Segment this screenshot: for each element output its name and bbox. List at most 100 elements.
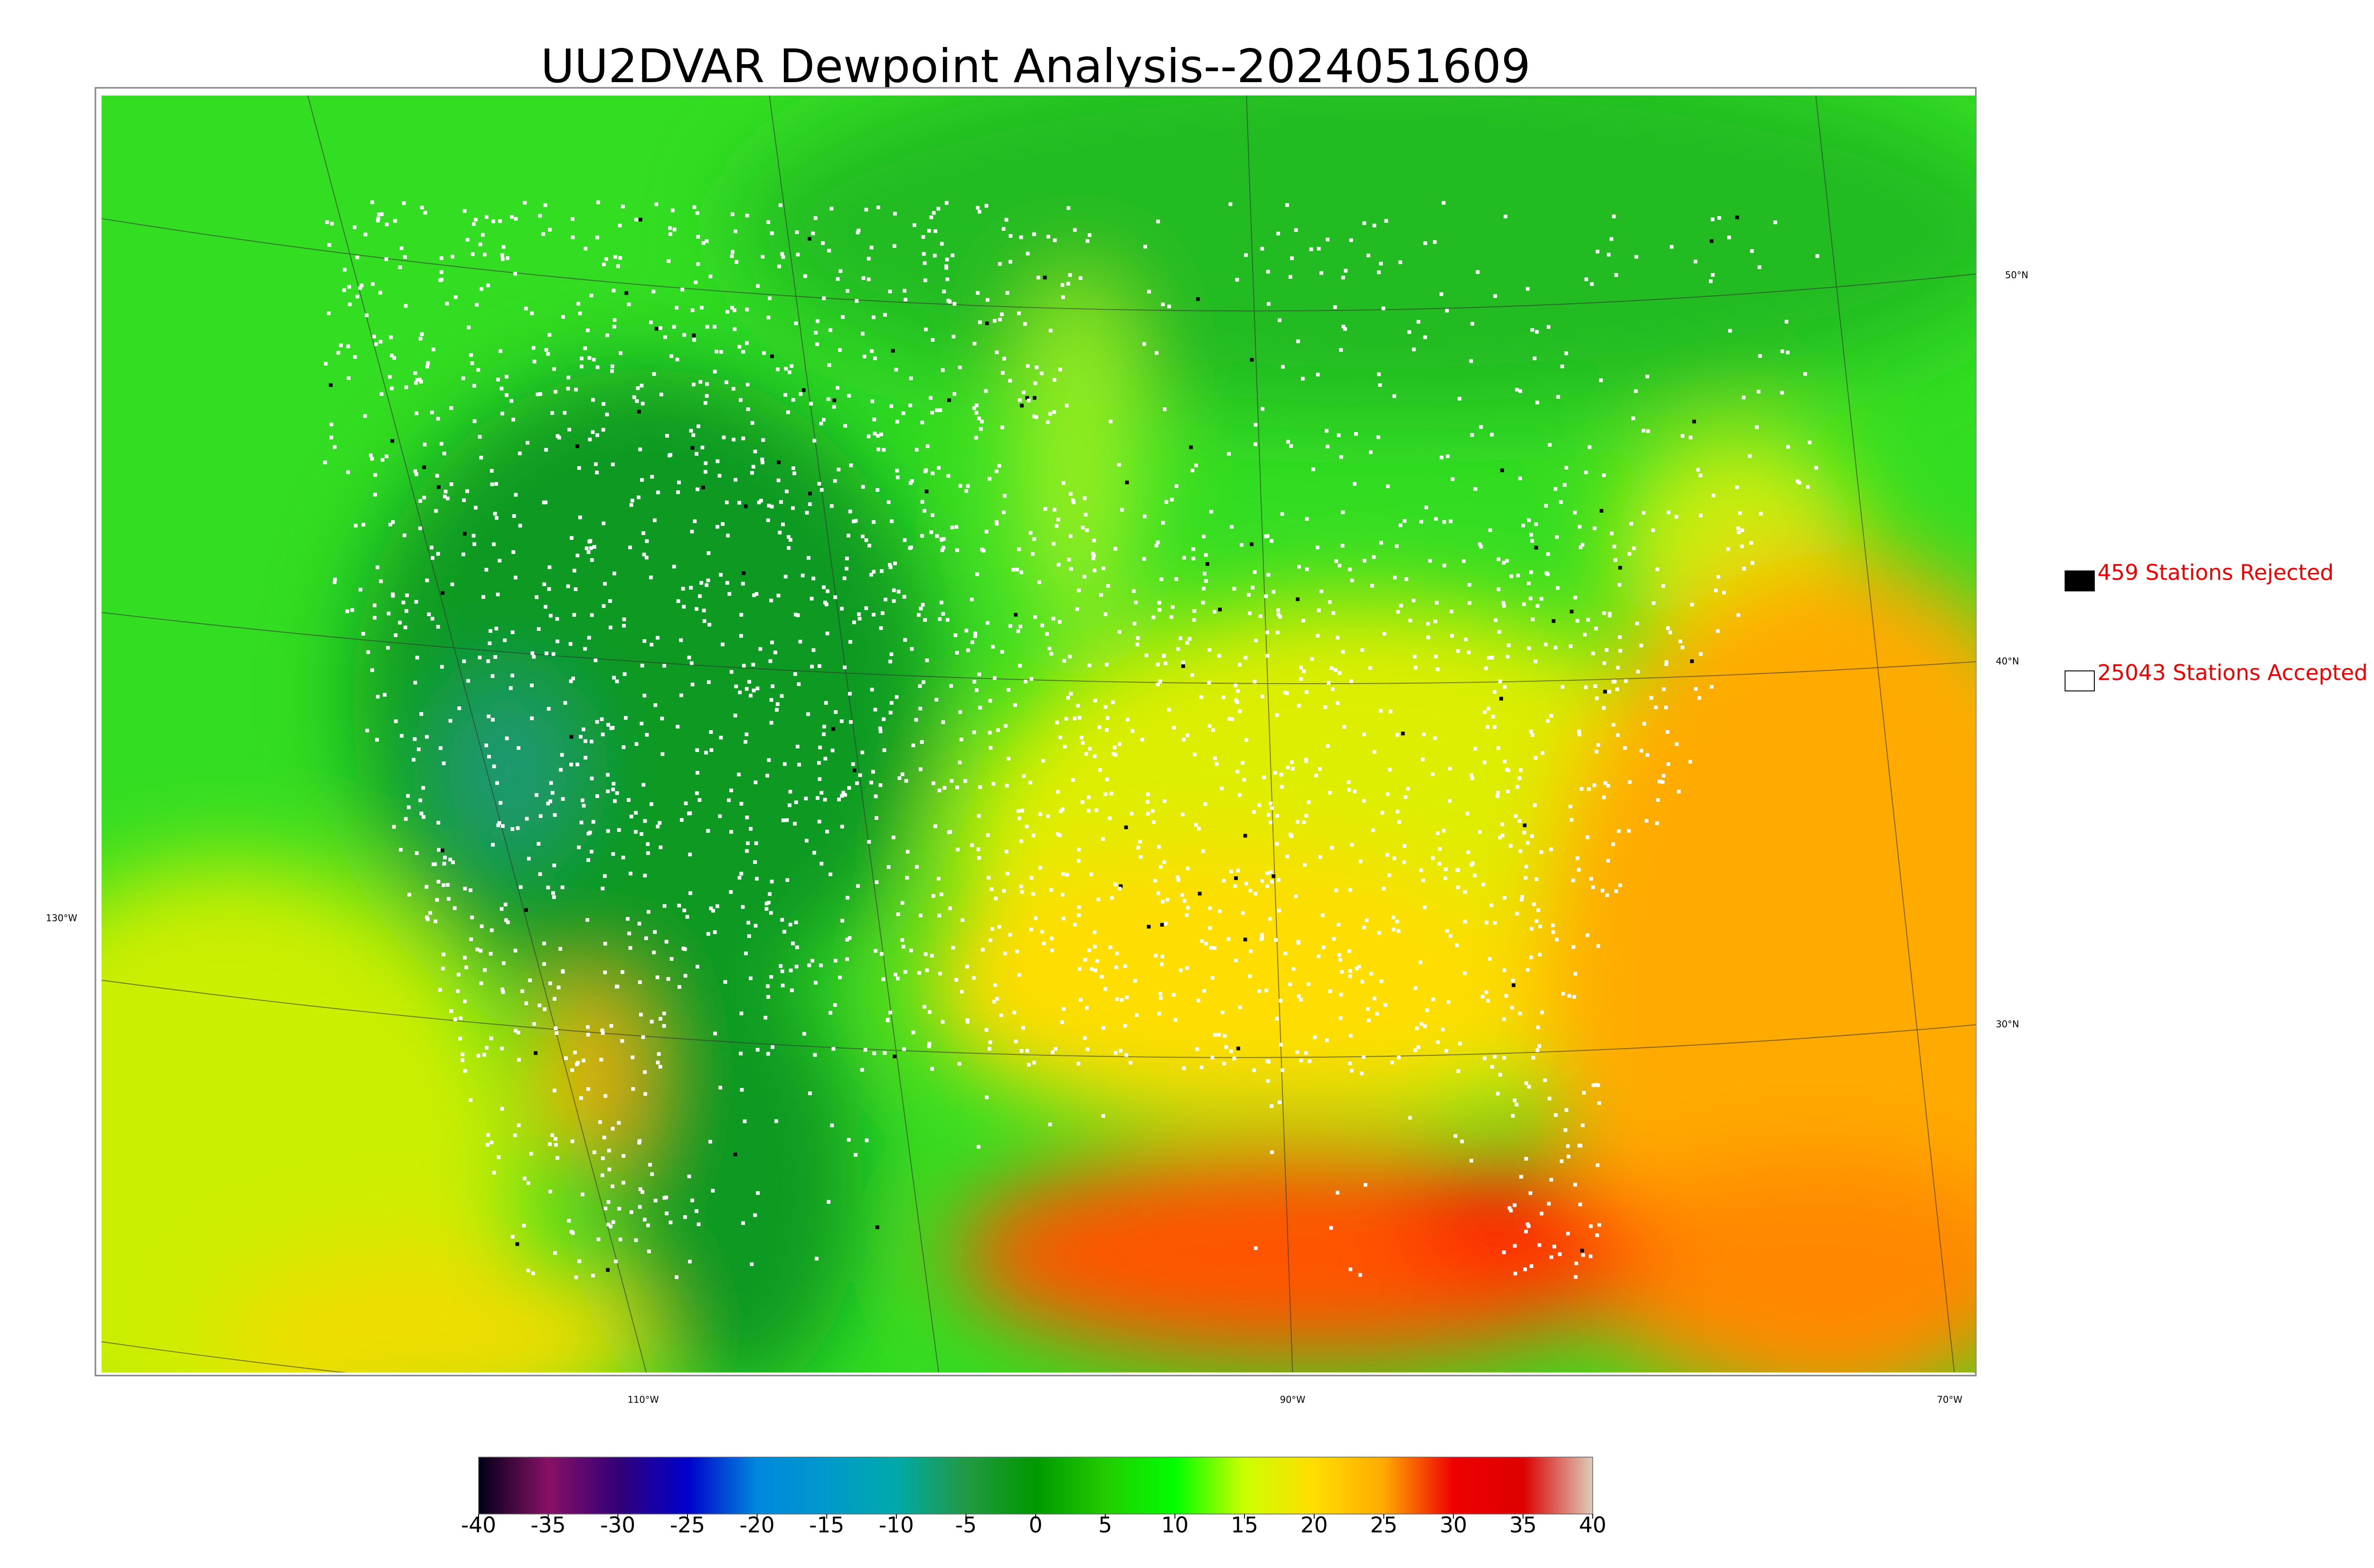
colorbar-tick-label: -15 bbox=[809, 1512, 844, 1538]
station-dot bbox=[836, 277, 840, 281]
station-dot bbox=[705, 239, 709, 243]
station-dot bbox=[1123, 1023, 1127, 1028]
station-dot bbox=[1000, 312, 1004, 317]
station-dot bbox=[823, 757, 828, 761]
station-dot bbox=[567, 1219, 571, 1223]
station-dot bbox=[1146, 812, 1150, 816]
station-dot bbox=[1589, 1224, 1593, 1228]
station-dot bbox=[494, 516, 499, 520]
station-dot bbox=[1087, 808, 1091, 813]
station-dot bbox=[791, 466, 795, 470]
station-dot bbox=[1617, 582, 1621, 587]
station-dot bbox=[1289, 444, 1293, 448]
station-dot bbox=[1509, 1209, 1513, 1212]
station-dot bbox=[1338, 671, 1342, 675]
station-dot bbox=[1544, 642, 1548, 647]
station-dot bbox=[430, 545, 433, 550]
station-dot bbox=[1241, 761, 1245, 765]
station-dot bbox=[348, 302, 352, 307]
station-dot bbox=[1735, 216, 1739, 219]
station-dot bbox=[1568, 805, 1573, 808]
station-dot bbox=[1710, 685, 1714, 689]
station-dot bbox=[1062, 659, 1066, 663]
station-dot bbox=[503, 902, 508, 907]
station-dot bbox=[505, 393, 509, 397]
station-dot bbox=[733, 714, 737, 718]
station-dot bbox=[355, 255, 359, 260]
station-dot bbox=[1382, 887, 1386, 891]
station-dot bbox=[584, 546, 589, 550]
station-dot bbox=[473, 506, 478, 510]
station-dot bbox=[598, 1120, 602, 1124]
station-dot bbox=[1290, 834, 1294, 838]
station-dot bbox=[1426, 622, 1430, 626]
station-dot bbox=[663, 335, 668, 339]
station-dot bbox=[809, 402, 813, 406]
station-dot bbox=[666, 977, 670, 981]
station-dot bbox=[1530, 539, 1534, 543]
station-dot bbox=[587, 539, 592, 544]
station-dot bbox=[541, 232, 546, 236]
station-dot bbox=[857, 228, 861, 233]
station-dot bbox=[845, 957, 849, 961]
station-dot bbox=[393, 219, 397, 223]
station-dot bbox=[504, 918, 508, 922]
station-dot bbox=[704, 751, 708, 755]
station-dot bbox=[499, 801, 503, 805]
station-dot bbox=[1202, 989, 1206, 993]
station-dot bbox=[333, 577, 337, 582]
station-dot bbox=[1786, 350, 1790, 355]
station-dot bbox=[785, 878, 790, 882]
station-dot bbox=[438, 988, 442, 992]
station-dot bbox=[1195, 1047, 1199, 1051]
station-dot bbox=[1579, 787, 1583, 791]
station-dot bbox=[1005, 783, 1009, 788]
station-dot bbox=[1611, 842, 1615, 846]
station-dot bbox=[780, 969, 784, 973]
station-dot bbox=[579, 820, 584, 825]
station-dot bbox=[421, 786, 425, 790]
station-dot bbox=[504, 375, 509, 379]
station-dot bbox=[1806, 485, 1810, 489]
station-dot bbox=[1270, 806, 1274, 810]
station-dot bbox=[931, 338, 935, 342]
station-dot bbox=[900, 938, 904, 942]
station-dot bbox=[1392, 927, 1396, 931]
station-dot bbox=[1008, 624, 1012, 628]
station-dot bbox=[1286, 765, 1290, 770]
station-dot bbox=[1441, 201, 1446, 205]
station-dot bbox=[958, 484, 962, 488]
station-dot bbox=[641, 531, 645, 535]
station-dot bbox=[1348, 1033, 1353, 1038]
station-dot bbox=[404, 385, 408, 389]
station-dot bbox=[1260, 935, 1264, 939]
station-dot bbox=[501, 961, 506, 965]
station-dot bbox=[705, 394, 709, 398]
station-dot bbox=[760, 457, 764, 461]
station-dot bbox=[1224, 1045, 1228, 1049]
station-dot bbox=[1521, 523, 1525, 527]
station-dot bbox=[797, 762, 801, 767]
station-dot bbox=[1524, 1230, 1528, 1234]
station-dot bbox=[830, 1123, 834, 1127]
station-dot bbox=[1159, 992, 1162, 995]
station-dot bbox=[1213, 756, 1217, 761]
station-dot bbox=[1458, 396, 1461, 401]
station-dot bbox=[1018, 664, 1022, 668]
station-dot bbox=[1392, 856, 1396, 861]
lon-label: 130°W bbox=[46, 913, 77, 924]
station-dot bbox=[524, 908, 528, 912]
station-dot bbox=[818, 777, 822, 781]
station-dot bbox=[892, 244, 896, 248]
station-dot bbox=[1343, 327, 1347, 331]
station-dot bbox=[432, 347, 435, 352]
station-dot bbox=[935, 408, 939, 413]
station-dot bbox=[1213, 610, 1216, 614]
station-dot bbox=[972, 680, 977, 684]
station-dot bbox=[1325, 429, 1328, 433]
station-dot bbox=[1244, 656, 1248, 660]
station-dot bbox=[1215, 762, 1219, 766]
station-dot bbox=[725, 380, 728, 385]
station-dot bbox=[718, 814, 722, 818]
station-dot bbox=[489, 952, 493, 956]
